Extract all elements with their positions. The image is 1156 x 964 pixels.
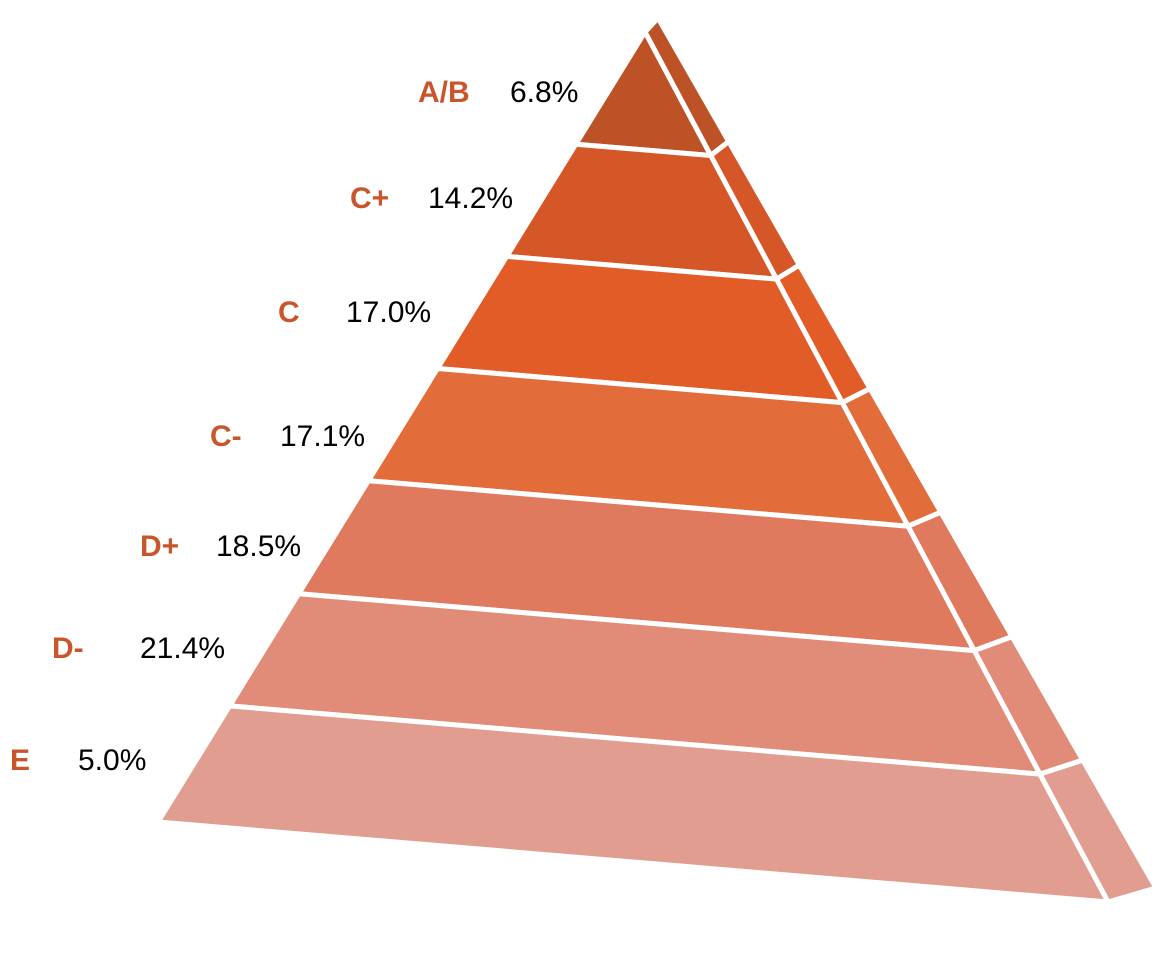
pyramid-layer-front bbox=[153, 703, 1113, 905]
grade-label: C bbox=[278, 296, 300, 329]
grade-label: C- bbox=[210, 420, 242, 453]
pyramid-layers bbox=[153, 13, 1156, 905]
pyramid-layer bbox=[153, 703, 1156, 905]
grade-label: A/B bbox=[418, 76, 470, 109]
grade-label: D- bbox=[52, 632, 84, 665]
percent-label: 6.8% bbox=[510, 76, 578, 109]
grade-label: D+ bbox=[140, 530, 179, 563]
pyramid-layer bbox=[571, 13, 732, 160]
percent-label: 5.0% bbox=[78, 744, 146, 777]
percent-label: 17.1% bbox=[280, 420, 365, 453]
percent-label: 17.0% bbox=[346, 296, 431, 329]
pyramid-labels: A/B 6.8% C+ 14.2% C 17.0% C- 17.1% D+ 18.5% D- 21.4… bbox=[10, 76, 578, 777]
percent-label: 14.2% bbox=[428, 182, 513, 215]
grade-label: C+ bbox=[350, 182, 389, 215]
grade-label: E bbox=[10, 744, 30, 777]
percent-label: 18.5% bbox=[216, 530, 301, 563]
percent-label: 21.4% bbox=[140, 632, 225, 665]
